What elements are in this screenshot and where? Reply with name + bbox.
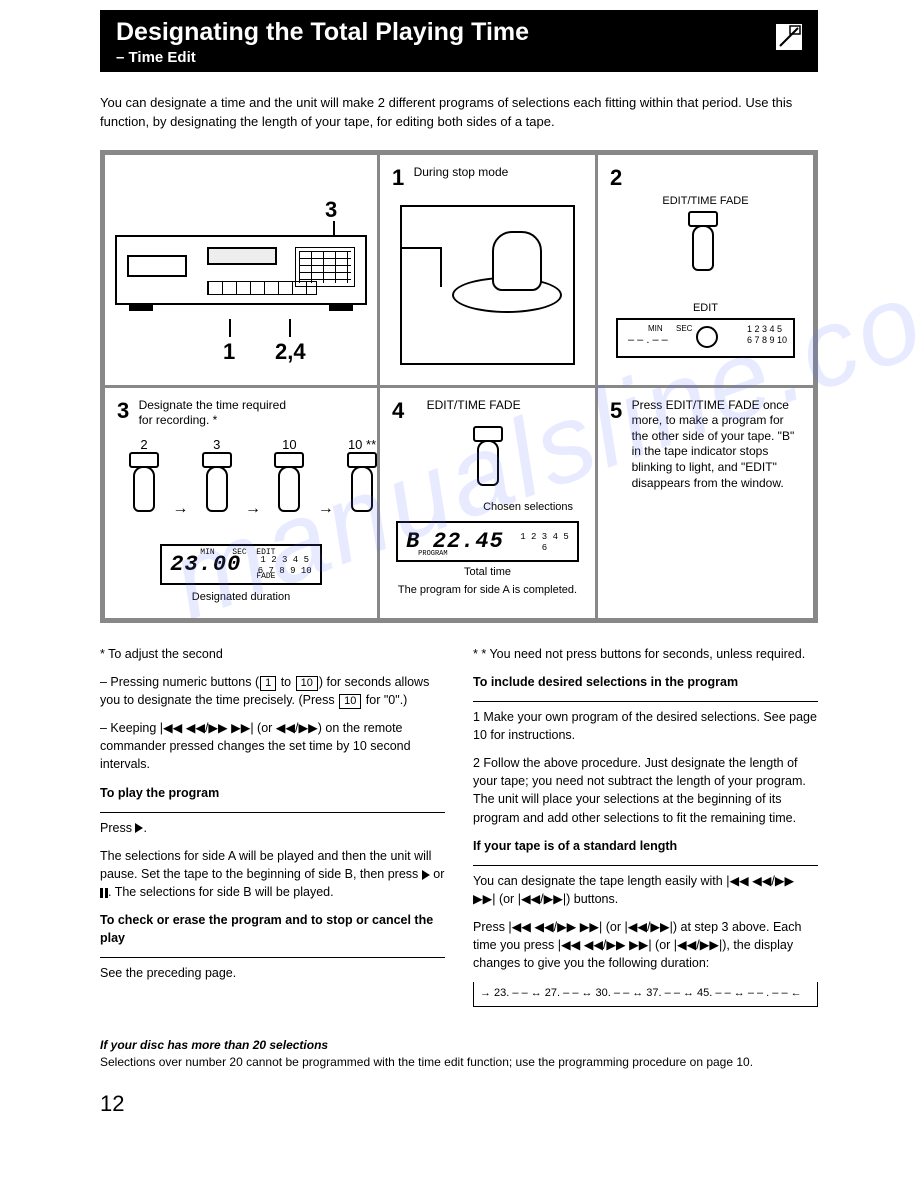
callout-1: 1 <box>223 339 235 365</box>
page-header: Designating the Total Playing Time – Tim… <box>100 10 818 72</box>
step-number: 3 <box>117 398 129 424</box>
key-10: 10 <box>296 676 318 691</box>
footnote-star: * To adjust the second <box>100 645 445 663</box>
include-step-2: 2 Follow the above procedure. Just desig… <box>473 754 818 827</box>
arrow-icon: → <box>245 500 261 518</box>
see-preceding: See the preceding page. <box>100 964 445 982</box>
dash-display: – – . – – <box>628 334 668 346</box>
device-illustration <box>115 235 367 305</box>
panel-step-4: 4 EDIT/TIME FADE Chosen selections B 22.… <box>380 388 595 618</box>
left-column: * To adjust the second – Pressing numeri… <box>100 645 445 1008</box>
step-number: 1 <box>392 165 404 191</box>
rule <box>473 701 818 702</box>
press-illustration <box>392 426 583 499</box>
key-value: 10 <box>262 437 316 452</box>
note-skip-buttons: – Keeping |◀◀ ◀◀/▶▶ ▶▶| (or ◀◀/▶▶) on th… <box>100 719 445 773</box>
heading-check-erase: To check or erase the program and to sto… <box>100 911 445 947</box>
key-value: 2 <box>117 437 171 452</box>
readout-caption: The program for side A is completed. <box>392 584 583 596</box>
callout-3: 3 <box>325 197 337 223</box>
edit-indicator-circle <box>696 326 718 348</box>
rule <box>100 957 445 958</box>
arrow-icon: → <box>318 500 334 518</box>
readout-caption: Designated duration <box>117 591 365 603</box>
key-10: 10 <box>339 694 361 709</box>
heading-standard-length: If your tape is of a standard length <box>473 837 818 855</box>
footnote-block: If your disc has more than 20 selections… <box>100 1037 818 1071</box>
step-text: During stop mode <box>414 165 509 181</box>
duration-loop: → 23. – – ↔ 27. – – ↔ 30. – – ↔ 37. – – … <box>473 982 818 1007</box>
heading-play-program: To play the program <box>100 784 445 802</box>
readout-wrap: MIN SEC EDIT 23.00 1 2 3 4 5 6 7 8 9 10 … <box>117 538 365 603</box>
edit-label: EDIT <box>610 302 801 314</box>
notes-columns: * To adjust the second – Pressing numeri… <box>100 645 818 1008</box>
step-text: Designate the time required for recordin… <box>139 398 289 429</box>
display-readout: B 22.45 1 2 3 4 5 6 PROGRAM <box>396 521 579 562</box>
panel-step-2: 2 EDIT/TIME FADE EDIT MIN SEC – – . – – … <box>598 155 813 385</box>
min-label: MIN <box>648 324 663 333</box>
page-subtitle: – Time Edit <box>116 49 802 66</box>
button-label: EDIT/TIME FADE <box>414 398 534 414</box>
total-time-label: Total time <box>392 566 583 578</box>
rule <box>473 865 818 866</box>
cd-load-illustration <box>400 205 575 365</box>
footnote-body: Selections over number 20 cannot be prog… <box>100 1054 818 1071</box>
sec-label: SEC <box>676 324 692 333</box>
arrow-icon: → <box>172 500 188 518</box>
play-explanation: The selections for side A will be played… <box>100 847 445 901</box>
panel-step-1: 1 During stop mode <box>380 155 595 385</box>
page-number: 12 <box>100 1091 818 1117</box>
note-numeric-buttons: – Pressing numeric buttons (1 to 10) for… <box>100 673 445 709</box>
display-readout: MIN SEC EDIT 23.00 1 2 3 4 5 6 7 8 9 10 … <box>160 544 321 585</box>
standard-length-p1: You can designate the tape length easily… <box>473 872 818 908</box>
panel-step-3: 3 Designate the time required for record… <box>105 388 377 618</box>
standard-length-p2: Press |◀◀ ◀◀/▶▶ ▶▶| (or |◀◀/▶▶|) at step… <box>473 918 818 972</box>
chosen-label: Chosen selections <box>392 501 573 513</box>
press-illustration <box>676 211 736 284</box>
footnote-starstar: * * You need not press buttons for secon… <box>473 645 818 663</box>
section-icon <box>776 24 802 50</box>
panel-step-5: 5 Press EDIT/TIME FADE once more, to mak… <box>598 388 813 618</box>
display-illustration: MIN SEC – – . – – 1 2 3 4 5 6 7 8 9 10 <box>616 318 795 358</box>
key-value: 3 <box>190 437 244 452</box>
readout-wrap: B 22.45 1 2 3 4 5 6 PROGRAM Total time T… <box>392 515 583 596</box>
press-play-line: Press . <box>100 819 445 837</box>
right-column: * * You need not press buttons for secon… <box>473 645 818 1008</box>
step-number: 4 <box>392 398 404 424</box>
track-grid: 1 2 3 4 5 6 <box>520 532 569 554</box>
step-number: 5 <box>610 398 622 424</box>
panel-device-overview: 3 1 2,4 <box>105 155 377 385</box>
heading-include-selections: To include desired selections in the pro… <box>473 673 818 691</box>
play-icon <box>422 870 430 880</box>
step-text: Press EDIT/TIME FADE once more, to make … <box>632 398 797 492</box>
footnote-heading: If your disc has more than 20 selections <box>100 1037 818 1054</box>
rule <box>100 812 445 813</box>
intro-paragraph: You can designate a time and the unit wi… <box>100 94 818 132</box>
callout-2-4: 2,4 <box>275 339 306 365</box>
button-label: EDIT/TIME FADE <box>610 195 801 207</box>
key-value: 10 ** <box>335 437 377 452</box>
instruction-panels: 3 1 2,4 1 During stop mode 2 EDIT/TIME F… <box>100 150 818 623</box>
include-step-1: 1 Make your own program of the desired s… <box>473 708 818 744</box>
pause-icon <box>100 888 108 898</box>
callout-line <box>289 319 291 337</box>
key-1: 1 <box>260 676 276 691</box>
callout-line <box>229 319 231 337</box>
step-number: 2 <box>610 165 622 191</box>
page-title: Designating the Total Playing Time <box>116 18 802 47</box>
key-sequence: 2 → 3 → 10 → 10 ** <box>117 437 365 538</box>
track-grid: 1 2 3 4 5 6 7 8 9 10 <box>747 324 787 347</box>
